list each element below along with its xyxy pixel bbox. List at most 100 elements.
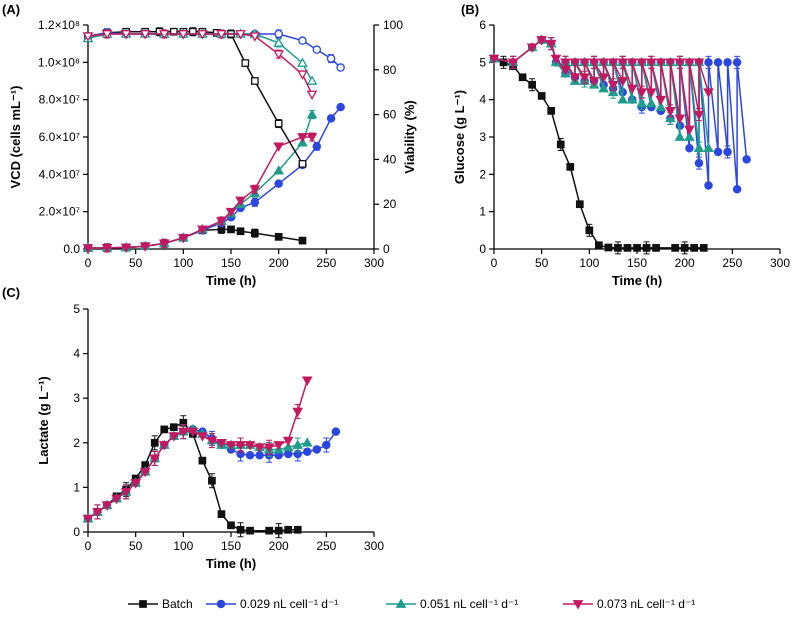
data-point bbox=[227, 521, 235, 530]
data-point bbox=[560, 58, 571, 68]
legend-item: 0.073 nL cell⁻¹ d⁻¹ bbox=[563, 597, 695, 611]
data-point bbox=[537, 92, 546, 100]
series-line bbox=[87, 30, 304, 165]
series-line bbox=[87, 421, 298, 532]
y-axis-label: Glucose (g L⁻¹) bbox=[452, 90, 467, 184]
data-point bbox=[598, 73, 609, 83]
data-point bbox=[82, 32, 94, 42]
data-point bbox=[645, 58, 657, 68]
y-tick-label: 0 bbox=[479, 242, 486, 256]
y2-tick-label: 0 bbox=[383, 242, 390, 256]
data-point bbox=[282, 441, 294, 452]
legend-label: 0.029 nL cell⁻¹ d⁻¹ bbox=[240, 597, 338, 611]
data-point bbox=[111, 494, 122, 505]
data-point bbox=[197, 432, 208, 442]
data-point bbox=[550, 54, 562, 65]
data-point bbox=[704, 58, 713, 67]
data-point bbox=[139, 30, 151, 40]
data-point bbox=[235, 30, 246, 40]
x-tick-label: 0 bbox=[85, 539, 92, 553]
x-tick-label: 50 bbox=[129, 539, 143, 553]
data-point bbox=[297, 70, 308, 80]
y-axis-label: Lactate (g L⁻¹) bbox=[36, 376, 51, 464]
panel-label: (B) bbox=[461, 2, 479, 17]
data-point bbox=[626, 58, 638, 68]
data-point bbox=[655, 101, 667, 111]
data-point bbox=[250, 77, 259, 85]
data-point bbox=[283, 449, 293, 459]
data-point bbox=[274, 233, 283, 241]
legend-label: Batch bbox=[162, 597, 193, 611]
y2-axis-label: Viability (%) bbox=[402, 100, 417, 173]
data-point bbox=[139, 467, 151, 478]
data-point bbox=[101, 501, 113, 511]
data-point bbox=[225, 207, 237, 218]
y-tick-label: 0.0 bbox=[63, 242, 80, 256]
data-point bbox=[306, 109, 318, 119]
data-point bbox=[282, 436, 294, 447]
data-point bbox=[693, 110, 705, 121]
data-point bbox=[246, 526, 254, 535]
data-point bbox=[249, 32, 261, 42]
data-point bbox=[139, 242, 151, 252]
y2-tick-label: 80 bbox=[383, 63, 397, 77]
data-point bbox=[595, 241, 603, 250]
data-point bbox=[178, 233, 189, 244]
data-point bbox=[298, 236, 307, 245]
data-point bbox=[273, 165, 284, 175]
data-point bbox=[636, 58, 648, 68]
data-point bbox=[704, 181, 713, 190]
data-point bbox=[198, 456, 207, 465]
x-tick-label: 0 bbox=[491, 256, 498, 270]
data-point bbox=[607, 80, 619, 91]
data-point bbox=[665, 58, 676, 68]
data-point bbox=[120, 30, 132, 40]
x-tick-label: 300 bbox=[364, 256, 384, 270]
data-point bbox=[336, 102, 345, 112]
legend-label: 0.051 nL cell⁻¹ d⁻¹ bbox=[420, 597, 518, 611]
data-point bbox=[518, 73, 527, 82]
data-point bbox=[699, 244, 708, 252]
data-point bbox=[120, 488, 132, 498]
data-point bbox=[254, 443, 265, 453]
data-point bbox=[158, 441, 170, 451]
data-point bbox=[274, 29, 283, 39]
data-point bbox=[655, 95, 667, 106]
data-point bbox=[642, 244, 651, 252]
x-tick-label: 50 bbox=[129, 256, 143, 270]
data-point bbox=[227, 225, 235, 234]
data-point bbox=[312, 142, 322, 151]
data-point bbox=[626, 94, 638, 104]
data-point bbox=[645, 97, 657, 108]
data-point bbox=[588, 77, 600, 87]
y-tick-label: 1 bbox=[479, 205, 486, 219]
data-point bbox=[273, 441, 284, 451]
data-point bbox=[92, 508, 103, 518]
panel-a-vcd-viability-chart: 0 50 100 150 200 250 3000.02.0×10⁷4.0×10⁷6.0×1… bbox=[2, 2, 417, 288]
data-point bbox=[273, 37, 284, 47]
data-point bbox=[297, 133, 308, 143]
data-point bbox=[208, 476, 216, 485]
data-point bbox=[322, 440, 331, 450]
data-point bbox=[82, 514, 94, 525]
data-point bbox=[236, 227, 245, 236]
data-point bbox=[263, 443, 275, 453]
data-point bbox=[292, 407, 304, 418]
data-point bbox=[169, 423, 178, 432]
legend-label: 0.073 nL cell⁻¹ d⁻¹ bbox=[597, 597, 695, 611]
data-point bbox=[652, 244, 660, 252]
data-point bbox=[331, 427, 341, 436]
legend-marker bbox=[139, 600, 147, 608]
data-point bbox=[604, 243, 613, 252]
x-axis-label: Time (h) bbox=[612, 273, 662, 288]
data-point bbox=[579, 58, 590, 68]
data-point bbox=[684, 131, 695, 141]
y-tick-label: 4.0×10⁷ bbox=[39, 167, 80, 181]
series-line bbox=[493, 57, 704, 249]
data-point bbox=[274, 179, 283, 188]
data-point bbox=[169, 27, 178, 36]
series-0-073-vcd bbox=[82, 132, 318, 254]
data-point bbox=[293, 525, 302, 534]
x-tick-label: 150 bbox=[221, 539, 241, 553]
data-point bbox=[732, 185, 742, 194]
